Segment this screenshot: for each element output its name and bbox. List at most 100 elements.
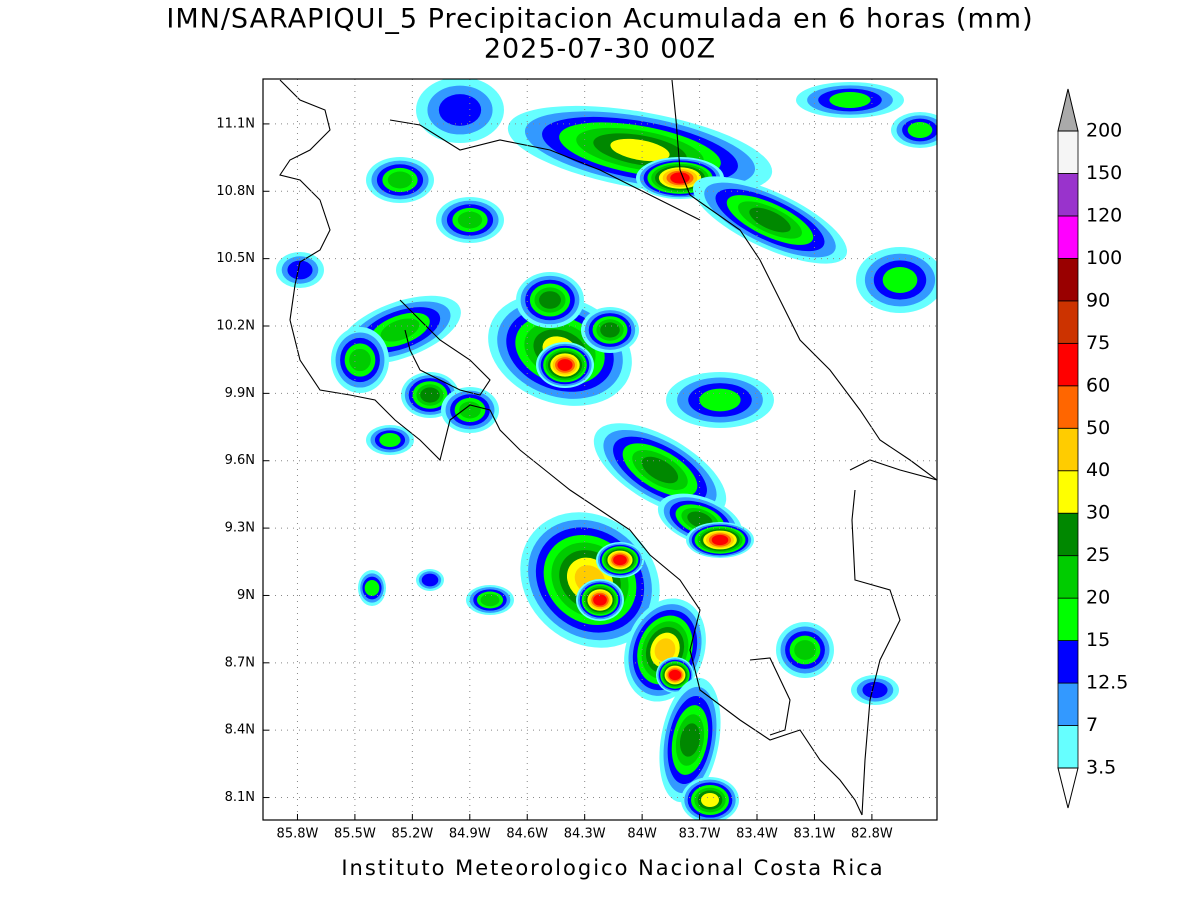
rain-contour [641,456,679,484]
title: IMN/SARAPIQUI_5 Precipitacion Acumulada … [166,4,1033,35]
rain-contour [701,793,719,807]
colorbar-bin [1057,130,1079,174]
rain-contour [862,681,888,699]
x-tick-label: 85.5W [334,827,376,842]
rain-contour [600,322,620,338]
colorbar-bin [1057,725,1079,769]
rain-contour [794,640,816,660]
colorbar-over [1057,88,1079,132]
coastlines [279,79,937,816]
rain-contour [379,433,401,447]
rain-contour [670,172,690,184]
colorbar-label: 20 [1086,587,1110,609]
y-tick-label: 11.1N [216,116,255,131]
border [389,119,701,221]
colorbar-bin [1057,173,1079,217]
border [849,459,937,481]
y-tick-label: 9N [237,588,255,603]
rain-contour [557,359,573,371]
colorbar-bin [1057,512,1079,557]
axis-ticks: 85.8W 85.5W 85.2W 84.9W 84.6W 84.3W 84W 83.7W 83… [216,116,893,841]
colorbar-label: 60 [1086,374,1110,396]
rain-contour [457,211,483,229]
colorbar-label: 120 [1086,204,1122,226]
coastline [279,79,863,816]
rain-contour [749,207,791,233]
coastline [671,79,937,481]
x-tick-label: 84.3W [564,827,606,842]
footer: Instituto Meteorologico Nacional Costa R… [341,856,884,880]
rain-contour [668,669,682,681]
rain-contour [679,723,701,757]
colorbar-label: 15 [1086,629,1110,651]
colorbar-under [1057,767,1079,809]
rain-contour [593,594,607,606]
rain-contour [459,401,481,419]
coastline [399,299,491,396]
colorbar-bin [1057,555,1079,599]
rain-contour [438,94,482,126]
x-tick-label: 82.8W [851,827,893,842]
x-tick-label: 85.2W [391,827,433,842]
y-tick-label: 10.2N [216,319,255,334]
plot-frame [262,78,938,821]
rain-contour [387,171,413,189]
rain-contour [287,260,313,280]
colorbar-label: 100 [1086,247,1122,269]
x-tick-label: 84W [627,827,657,842]
x-tick-label: 85.8W [277,827,319,842]
rain-contour [882,267,918,293]
y-tick-label: 10.8N [216,184,255,199]
colorbar-bin [1057,597,1079,642]
y-tick-label: 8.4N [225,723,255,738]
y-tick-label: 9.9N [225,386,255,401]
colorbar-bin [1057,427,1079,472]
colorbar-label: 40 [1086,459,1110,481]
x-tick-label: 84.6W [506,827,548,842]
colorbar-label: 7 [1086,714,1098,736]
colorbar-bin [1057,342,1079,387]
grid [263,79,937,820]
x-tick-label: 83.7W [679,827,721,842]
rain-contour [829,92,871,108]
colorbar-label: 30 [1086,502,1110,524]
colorbar-bin [1057,385,1079,429]
colorbar-label: 50 [1086,417,1110,439]
border [851,489,901,816]
colorbar-label: 90 [1086,289,1110,311]
colorbar-label: 3.5 [1086,757,1116,779]
precipitation-field [276,79,937,820]
coastline [749,657,791,736]
rain-contour [349,348,371,372]
x-tick-label: 84.9W [449,827,491,842]
rain-contour [613,554,627,566]
rain-contour [610,138,670,162]
colorbar-label: 12.5 [1086,672,1128,694]
rain-contour [654,638,676,662]
plot-area [263,79,937,820]
x-tick-label: 83.1W [794,827,836,842]
colorbar-bin [1057,640,1079,684]
y-tick-label: 8.1N [225,790,255,805]
y-tick-label: 8.7N [225,655,255,670]
colorbar-label: 75 [1086,332,1110,354]
colorbar-label: 200 [1086,120,1122,142]
rain-contour [711,534,729,546]
rain-contour [480,593,500,607]
colorbar-bin [1057,470,1079,514]
colorbar-bin [1057,257,1079,302]
rain-contour [364,580,380,596]
rain-contour [421,573,439,587]
rain-contour [420,387,440,403]
x-tick-label: 83.4W [736,827,778,842]
colorbar: 3.5 7 12.5 15 20 25 30 40 50 60 75 90 100 120 150 200 [1057,88,1128,809]
y-tick-label: 9.3N [225,521,255,536]
rain-contour [907,122,933,138]
y-tick-label: 10.5N [216,251,255,266]
rain-contour [539,291,561,309]
colorbar-label: 150 [1086,162,1122,184]
rain-contour [380,318,420,342]
colorbar-bin [1057,215,1079,259]
colorbar-bin [1057,682,1079,726]
